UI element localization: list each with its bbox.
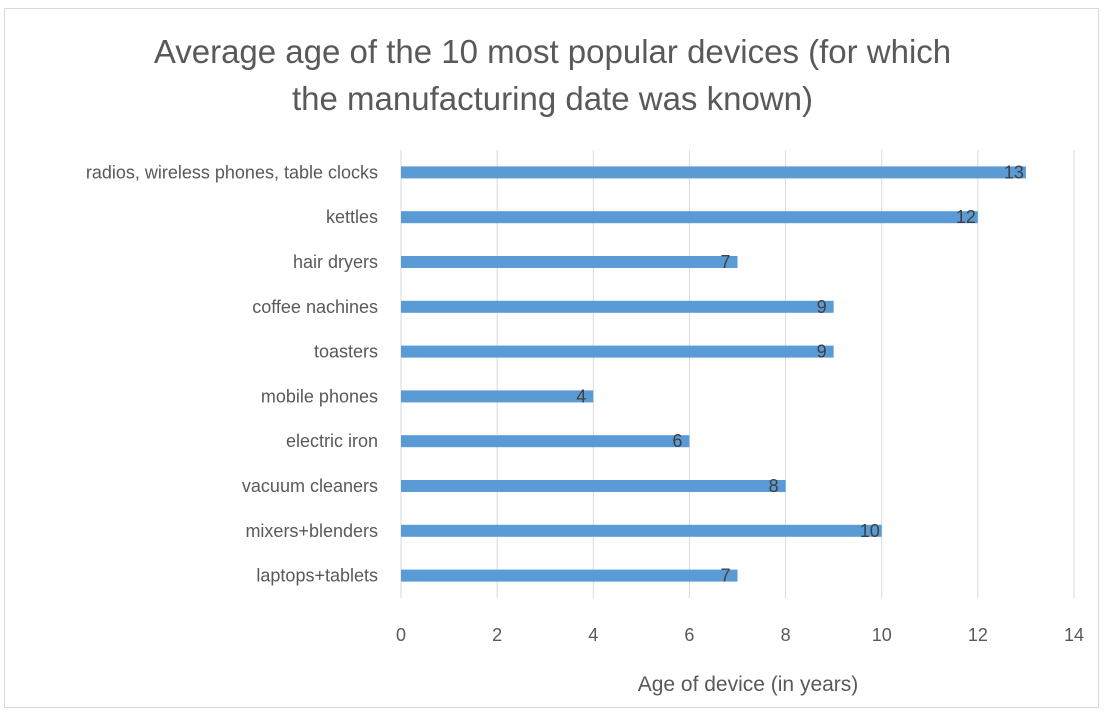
bar [401,211,978,224]
data-label: 8 [769,476,779,496]
category-label: coffee nachines [252,297,378,317]
bar [401,435,690,448]
bar [401,166,1026,179]
bar [401,256,738,268]
data-label: 9 [817,297,827,317]
category-label: vacuum cleaners [242,476,378,496]
data-label: 7 [720,566,730,586]
x-tick-label: 6 [684,625,694,645]
x-tick-label: 14 [1064,625,1084,645]
x-tick-label: 2 [492,625,502,645]
bars [401,166,1026,582]
category-label: toasters [314,342,378,362]
data-label: 6 [672,431,682,451]
chart-title-line-1: Average age of the 10 most popular devic… [153,33,952,70]
x-tick-label: 12 [968,625,988,645]
category-label: hair dryers [293,252,378,272]
category-labels: radios, wireless phones, table clocks ket… [86,162,378,585]
data-label: 10 [860,521,880,541]
category-label: mixers+blenders [245,521,378,541]
category-label: radios, wireless phones, table clocks [86,162,378,182]
data-labels: 13 12 7 9 9 4 6 8 10 7 [576,162,1024,585]
bar [401,569,738,582]
x-tick-label: 10 [872,625,892,645]
category-label: mobile phones [261,386,378,406]
category-label: laptops+tablets [256,566,378,586]
bar [401,345,834,358]
bar [401,524,882,537]
bar [401,480,786,492]
data-label: 13 [1004,162,1024,182]
data-label: 9 [817,342,827,362]
chart-title: Average age of the 10 most popular devic… [0,28,1105,122]
x-tick-label: 8 [781,625,791,645]
data-label: 4 [576,386,586,406]
data-label: 7 [720,252,730,272]
x-tick-label: 0 [396,625,406,645]
bar [401,390,594,403]
x-axis-title: Age of device (in years) [638,673,859,696]
gridlines [400,150,1075,598]
category-label: electric iron [286,431,378,451]
x-tick-labels: 0 2 4 6 8 10 12 14 [396,625,1084,645]
bar [401,300,834,313]
chart-title-line-2: the manufacturing date was known) [292,80,813,117]
chart-area [4,8,1099,708]
x-tick-label: 4 [588,625,598,645]
data-label: 12 [956,207,976,227]
category-label: kettles [326,207,378,227]
